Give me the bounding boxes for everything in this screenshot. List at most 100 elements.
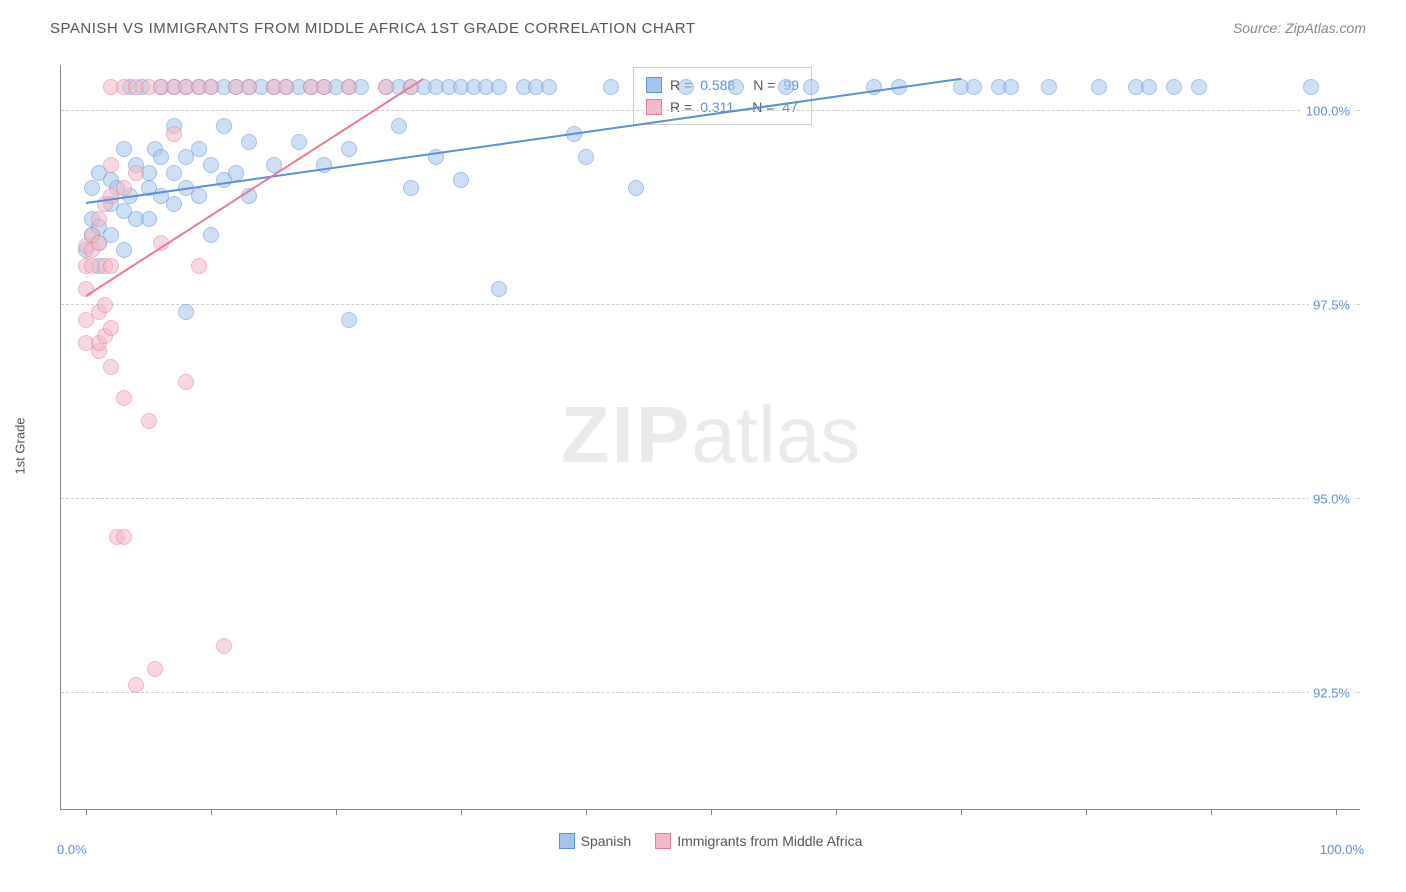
data-point-s2 [116, 180, 132, 196]
data-point-s1 [1141, 79, 1157, 95]
data-point-s1 [491, 281, 507, 297]
data-point-s2 [103, 157, 119, 173]
x-tick [586, 809, 587, 815]
correlation-legend: R =0.588N =99R =0.311N =47 [633, 67, 812, 125]
y-tick-label: 100.0% [1302, 103, 1354, 118]
data-point-s1 [166, 196, 182, 212]
y-tick-label: 97.5% [1309, 297, 1354, 312]
data-point-s2 [128, 165, 144, 181]
legend-swatch-icon [646, 77, 662, 93]
data-point-s1 [778, 79, 794, 95]
data-point-s1 [1091, 79, 1107, 95]
n-value: 47 [782, 96, 798, 118]
watermark: ZIPatlas [561, 389, 860, 481]
data-point-s1 [116, 141, 132, 157]
gridline-h [61, 692, 1360, 693]
data-point-s2 [103, 320, 119, 336]
data-point-s2 [278, 79, 294, 95]
y-tick-label: 95.0% [1309, 491, 1354, 506]
data-point-s2 [128, 677, 144, 693]
gridline-h [61, 304, 1360, 305]
data-point-s1 [578, 149, 594, 165]
chart-title: SPANISH VS IMMIGRANTS FROM MIDDLE AFRICA… [50, 20, 1376, 37]
data-point-s1 [191, 141, 207, 157]
data-point-s1 [541, 79, 557, 95]
series-legend: Spanish Immigrants from Middle Africa [61, 833, 1360, 849]
data-point-s2 [378, 79, 394, 95]
n-label: N = [753, 74, 775, 96]
data-point-s2 [103, 258, 119, 274]
data-point-s1 [84, 180, 100, 196]
data-point-s1 [341, 141, 357, 157]
x-tick [1336, 809, 1337, 815]
legend-series-item: Spanish [559, 833, 632, 849]
data-point-s2 [147, 661, 163, 677]
data-point-s1 [1166, 79, 1182, 95]
data-point-s1 [803, 79, 819, 95]
data-point-s1 [191, 188, 207, 204]
data-point-s2 [216, 638, 232, 654]
watermark-atlas: atlas [691, 390, 860, 479]
watermark-zip: ZIP [561, 390, 691, 479]
x-tick [1211, 809, 1212, 815]
data-point-s1 [453, 172, 469, 188]
x-tick [961, 809, 962, 815]
gridline-h [61, 498, 1360, 499]
data-point-s2 [316, 79, 332, 95]
r-label: R = [670, 96, 692, 118]
legend-series-label: Immigrants from Middle Africa [677, 833, 862, 849]
data-point-s1 [166, 165, 182, 181]
x-min-label: 0.0% [57, 842, 87, 857]
y-axis-label: 1st Grade [13, 417, 28, 474]
data-point-s1 [203, 227, 219, 243]
data-point-s1 [628, 180, 644, 196]
legend-stat-row: R =0.588N =99 [646, 74, 799, 96]
data-point-s1 [1041, 79, 1057, 95]
x-tick [711, 809, 712, 815]
legend-swatch-icon [655, 833, 671, 849]
data-point-s2 [203, 79, 219, 95]
data-point-s1 [216, 118, 232, 134]
data-point-s2 [91, 211, 107, 227]
legend-swatch-icon [559, 833, 575, 849]
data-point-s1 [491, 79, 507, 95]
data-point-s1 [603, 79, 619, 95]
data-point-s1 [228, 165, 244, 181]
data-point-s1 [141, 211, 157, 227]
data-point-s2 [341, 79, 357, 95]
x-tick [86, 809, 87, 815]
y-tick-label: 92.5% [1309, 685, 1354, 700]
x-tick [461, 809, 462, 815]
data-point-s1 [678, 79, 694, 95]
data-point-s2 [103, 359, 119, 375]
data-point-s1 [241, 134, 257, 150]
data-point-s1 [728, 79, 744, 95]
legend-series-label: Spanish [581, 833, 632, 849]
data-point-s2 [116, 529, 132, 545]
gridline-h [61, 110, 1360, 111]
data-point-s2 [191, 258, 207, 274]
legend-stat-row: R =0.311N =47 [646, 96, 799, 118]
data-point-s1 [403, 180, 419, 196]
data-point-s2 [97, 297, 113, 313]
plot-area: ZIPatlas R =0.588N =99R =0.311N =47 Span… [60, 65, 1360, 810]
data-point-s2 [91, 235, 107, 251]
data-point-s1 [291, 134, 307, 150]
source-attribution: Source: ZipAtlas.com [1233, 20, 1366, 36]
data-point-s1 [116, 242, 132, 258]
x-tick [1086, 809, 1087, 815]
x-tick [211, 809, 212, 815]
data-point-s1 [178, 304, 194, 320]
data-point-s1 [153, 149, 169, 165]
x-max-label: 100.0% [1320, 842, 1364, 857]
data-point-s1 [1303, 79, 1319, 95]
data-point-s2 [241, 79, 257, 95]
data-point-s1 [1191, 79, 1207, 95]
legend-swatch-icon [646, 99, 662, 115]
data-point-s1 [391, 118, 407, 134]
data-point-s2 [178, 374, 194, 390]
data-point-s2 [116, 390, 132, 406]
x-tick [836, 809, 837, 815]
data-point-s1 [341, 312, 357, 328]
x-tick [336, 809, 337, 815]
